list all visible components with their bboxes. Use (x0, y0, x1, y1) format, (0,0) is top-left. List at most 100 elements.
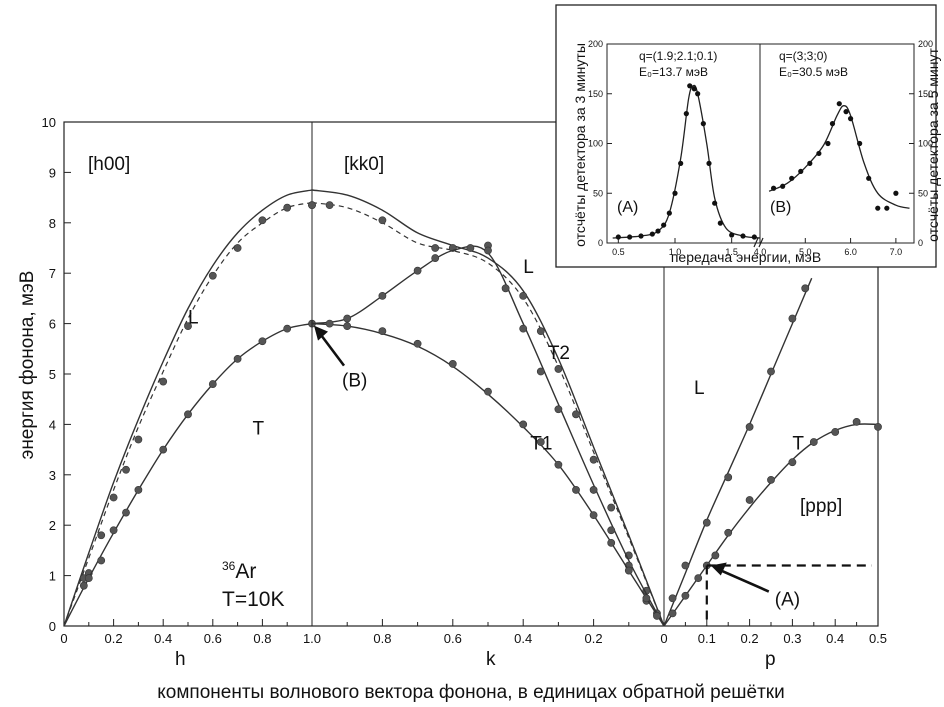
x-tick-label-ppp-1: 0.1 (698, 631, 716, 646)
inset-point-A-13 (700, 121, 706, 127)
data-point-ppp-L-0 (668, 594, 677, 603)
inset-point-B-4 (807, 160, 813, 166)
inset-y-tick-label-A-2: 100 (588, 139, 603, 149)
data-point-h00-T-0 (79, 581, 88, 590)
inset-x-tick-label-A-2: 1.5 (725, 247, 738, 257)
curve-ppp-L (663, 277, 813, 627)
y-tick-label-8: 8 (49, 216, 56, 231)
data-point-kk0-L-7 (536, 327, 545, 336)
curve-kk0-L (311, 189, 665, 627)
data-point-ppp-T-10 (831, 428, 840, 436)
data-point-h00-T-3 (109, 526, 118, 535)
inset-content: 0.5 1.0 1.5 0 50 100 150 200 4.0 5.0 6.0 7.0 0 50 100 1… (588, 39, 933, 257)
main-y-ticks: 0 1 2 3 4 5 6 7 8 9 10 (42, 115, 71, 634)
data-point-kk0-T1-13 (642, 594, 651, 603)
data-point-h00-L-8 (208, 271, 217, 280)
inset-panel-B-energy: E₀=30.5 мэВ (779, 65, 848, 79)
inset-point-B-0 (770, 185, 777, 191)
data-point-h00-L-10 (258, 216, 267, 225)
data-point-ppp-T-9 (809, 438, 818, 446)
data-point-kk0-T2-1 (378, 291, 387, 300)
data-point-kk0-L-9 (572, 410, 580, 419)
data-point-kk0-T1-9 (572, 486, 580, 494)
data-point-kk0-T1-11 (607, 538, 616, 547)
inset-point-A-17 (729, 232, 735, 238)
x-tick-label-h00-4: 0.8 (253, 631, 271, 646)
branch-label-kk0-T2: T2 (548, 343, 570, 364)
series-kk0-T1 (311, 319, 665, 627)
data-point-h00-L-11 (283, 203, 292, 212)
branch-label-kk0-L: L (523, 257, 534, 278)
sample-temperature-label: T=10K (222, 588, 284, 611)
curve-h00-T (63, 322, 313, 627)
x-tick-label-h00-2: 0.4 (154, 631, 172, 646)
series-ppp-L (663, 277, 813, 627)
data-point-kk0-T1-10 (589, 511, 598, 520)
data-point-h00-T-2 (97, 556, 106, 565)
data-point-kk0-L-8 (554, 365, 563, 373)
data-point-h00-T-5 (134, 486, 143, 494)
panel-label-kk0: [kk0] (344, 154, 384, 175)
data-point-kk0-T2-7 (519, 324, 528, 333)
dashed-curve-h00-L (63, 202, 313, 627)
series-kk0-T2 (311, 244, 665, 627)
data-point-kk0-T2-8 (536, 367, 545, 376)
data-point-kk0-T1-0 (325, 319, 334, 328)
x-tick-label-kk0-5: 0 (660, 631, 667, 646)
inset-x-tick-label-A-1: 1.0 (669, 247, 682, 257)
data-point-ppp-T-11 (852, 417, 861, 426)
data-point-ppp-T-0 (668, 609, 677, 618)
panel-label-ppp: [ppp] (800, 496, 842, 517)
annotation-B-arrow-shaft (318, 332, 346, 367)
data-point-h00-L-9 (233, 244, 242, 252)
axis-label-p: p (765, 649, 776, 670)
series-kk0-L (308, 189, 665, 627)
inset-y-tick-label-A-3: 150 (588, 89, 603, 99)
axis-label-k: k (486, 649, 496, 670)
data-point-kk0-T1-14 (653, 612, 661, 620)
data-point-kk0-T1-6 (519, 420, 528, 429)
isotope-element: Ar (235, 560, 256, 583)
data-point-h00-T-1 (84, 574, 93, 583)
annotation-A-arrow-head (710, 562, 727, 576)
data-point-kk0-T1-5 (484, 387, 492, 396)
inset-point-B-1 (780, 183, 786, 189)
inset-x-tick-label-B-2: 6.0 (844, 247, 857, 257)
data-point-ppp-T-8 (788, 458, 797, 467)
inset-y-tick-label-A-4: 200 (588, 39, 603, 49)
inset-point-A-8 (678, 160, 684, 166)
inset-point-B-11 (857, 140, 863, 147)
y-tick-label-7: 7 (49, 266, 56, 281)
inset-point-A-0 (615, 234, 621, 240)
y-tick-label-4: 4 (49, 417, 56, 432)
series-h00-T (63, 319, 316, 627)
data-point-h00-L-7 (184, 322, 192, 331)
inset-point-A-19 (751, 234, 757, 240)
y-tick-label-10: 10 (42, 115, 56, 130)
sample-isotope-label: 36Ar (222, 559, 256, 583)
branch-label-h00-L: L (188, 308, 199, 329)
inset-point-A-10 (687, 83, 693, 89)
curve-kk0-T1 (311, 322, 665, 627)
x-tick-label-ppp-5: 0.5 (869, 631, 887, 646)
axis-label-h: h (175, 649, 186, 670)
data-point-ppp-L-7 (801, 284, 810, 293)
curve-ppp-T (663, 423, 879, 627)
data-point-ppp-L-6 (788, 314, 797, 323)
data-point-kk0-L-0 (308, 201, 316, 210)
inset-x-tick-label-A-0: 0.5 (612, 247, 625, 257)
inset-x-tick-label-B-1: 5.0 (799, 247, 812, 257)
curve-h00-L (63, 189, 313, 627)
inset-point-B-14 (884, 205, 890, 211)
inset-y-tick-label-B-3: 150 (918, 89, 933, 99)
data-point-kk0-T2-2 (413, 266, 422, 275)
x-tick-label-h00-1: 0.2 (105, 631, 123, 646)
inset-point-A-3 (649, 231, 655, 237)
data-point-kk0-L-3 (431, 244, 440, 252)
inset-point-A-15 (712, 200, 718, 206)
inset-y-tick-label-B-4: 200 (918, 39, 933, 49)
inset-point-A-9 (683, 111, 689, 117)
data-point-kk0-L-11 (607, 503, 616, 512)
